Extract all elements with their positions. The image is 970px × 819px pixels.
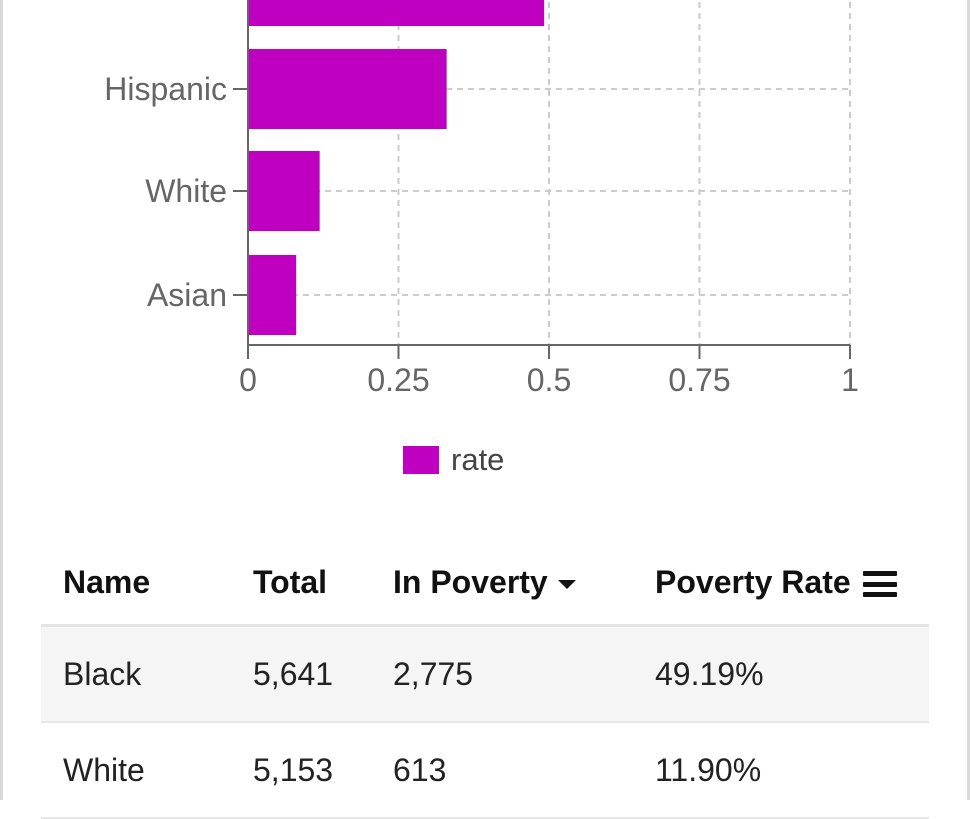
table-header-row: Name Total In Poverty Poverty Rate (41, 540, 929, 627)
column-header-name-label: Name (63, 563, 151, 600)
bars (248, 0, 545, 335)
cell-name: Black (41, 625, 231, 723)
column-header-total[interactable]: Total (231, 540, 371, 627)
y-tick-label-asian: Asian (147, 277, 227, 313)
poverty-table: Name Total In Poverty Poverty Rate Black… (41, 540, 929, 819)
bar-asian[interactable] (248, 255, 297, 335)
legend-label-rate: rate (451, 442, 505, 477)
frame-border-left (0, 0, 3, 800)
bar-chart: Black Hispanic White Asian 0 0.25 0.5 0.75 1 (104, 0, 859, 398)
cell-total: 5,641 (231, 625, 371, 723)
menu-icon[interactable] (862, 571, 897, 598)
cell-in-poverty: 613 (371, 722, 633, 819)
bar-black[interactable] (248, 0, 545, 26)
frame-border-right (967, 0, 970, 800)
table-row[interactable]: Black 5,641 2,775 49.19% (41, 625, 929, 723)
bar-hispanic[interactable] (248, 49, 447, 129)
column-header-in-poverty[interactable]: In Poverty (371, 540, 633, 627)
legend-swatch-rate (403, 446, 439, 474)
x-tick-label-1: 0.25 (367, 362, 429, 398)
column-header-poverty-rate[interactable]: Poverty Rate (633, 540, 929, 627)
cell-poverty-rate: 11.90% (633, 722, 929, 819)
y-tick-label-hispanic: Hispanic (104, 71, 227, 107)
cell-name: White (41, 722, 231, 819)
caret-down-icon[interactable] (557, 579, 576, 589)
x-tick-label-4: 1 (841, 362, 859, 398)
x-tick-label-0: 0 (239, 362, 257, 398)
x-tick-label-3: 0.75 (668, 362, 730, 398)
column-header-total-label: Total (253, 563, 328, 600)
chart-legend[interactable]: rate (403, 440, 504, 480)
column-header-name[interactable]: Name (41, 540, 231, 627)
x-axis-ticks: 0 0.25 0.5 0.75 1 (239, 345, 859, 398)
column-header-poverty-rate-label: Poverty Rate (655, 563, 851, 600)
y-tick-label-black: Black (149, 0, 228, 4)
y-tick-label-white: White (145, 173, 227, 209)
cell-poverty-rate: 49.19% (633, 625, 929, 723)
cell-in-poverty: 2,775 (371, 625, 633, 723)
bar-white[interactable] (248, 151, 320, 231)
y-axis-ticks: Black Hispanic White Asian (104, 0, 248, 313)
column-header-in-poverty-label: In Poverty (393, 563, 548, 600)
x-tick-label-2: 0.5 (527, 362, 571, 398)
cell-total: 5,153 (231, 722, 371, 819)
table-row[interactable]: White 5,153 613 11.90% (41, 722, 929, 819)
